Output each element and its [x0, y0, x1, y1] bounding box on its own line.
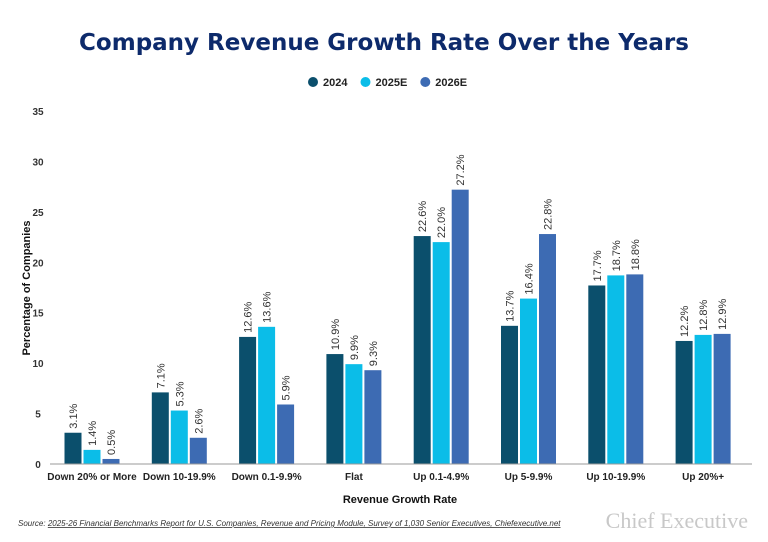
y-tick-label: 20	[32, 258, 44, 269]
bar	[713, 333, 731, 464]
chart-title: Company Revenue Growth Rate Over the Yea…	[79, 30, 689, 56]
legend-label: 2024	[323, 77, 348, 89]
x-tick-label: Up 20%+	[682, 472, 724, 483]
bar	[151, 392, 169, 464]
bar	[694, 334, 712, 464]
x-tick-label: Up 10-19.9%	[586, 472, 645, 483]
source-link[interactable]: 2025-26 Financial Benchmarks Report for …	[47, 519, 561, 528]
data-label: 7.1%	[155, 363, 167, 388]
data-label: 27.2%	[455, 154, 467, 185]
x-tick-label: Down 20% or More	[47, 472, 137, 483]
bar	[258, 326, 276, 464]
data-label: 2.6%	[193, 408, 205, 433]
x-tick-label: Down 0.1-9.9%	[232, 472, 302, 483]
y-tick-label: 30	[32, 157, 44, 168]
legend-swatch	[308, 77, 318, 87]
data-label: 3.1%	[68, 403, 80, 428]
y-tick-label: 10	[32, 359, 44, 370]
data-label: 16.4%	[524, 263, 536, 294]
data-label: 10.9%	[330, 319, 342, 350]
legend-label: 2026E	[435, 77, 467, 89]
data-label: 22.0%	[436, 207, 448, 238]
data-label: 12.8%	[698, 299, 710, 330]
data-label: 12.2%	[679, 306, 691, 337]
data-label: 22.6%	[417, 201, 429, 232]
source-note: Source: 2025-26 Financial Benchmarks Rep…	[18, 519, 561, 528]
data-label: 0.5%	[106, 430, 118, 455]
bar	[626, 274, 644, 464]
bar	[64, 432, 82, 464]
data-label: 13.7%	[505, 290, 517, 321]
x-tick-label: Flat	[345, 472, 363, 483]
bar	[102, 458, 120, 464]
bar	[345, 364, 363, 464]
data-label: 12.6%	[243, 302, 255, 333]
data-label: 5.9%	[281, 375, 293, 400]
data-label: 22.8%	[543, 199, 555, 230]
x-tick-label: Up 5-9.9%	[505, 472, 553, 483]
data-label: 9.9%	[349, 335, 361, 360]
bar	[451, 189, 469, 464]
bar	[588, 285, 606, 464]
bar	[326, 354, 344, 464]
x-axis: Down 20% or More Down 10-19.9% Down 0.1-9.…	[47, 472, 724, 483]
x-tick-label: Down 10-19.9%	[143, 472, 216, 483]
data-label: 13.6%	[262, 291, 274, 322]
bar	[364, 370, 382, 464]
legend-label: 2025E	[375, 77, 407, 89]
bar	[170, 410, 188, 464]
bar	[432, 242, 450, 464]
y-axis: 0 5 10 15 20 25 30 35	[32, 107, 44, 471]
x-tick-label: Up 0.1-4.9%	[413, 472, 469, 483]
data-label: 18.7%	[611, 240, 623, 271]
bar	[501, 325, 518, 464]
data-label: 17.7%	[592, 250, 604, 281]
source-prefix: Source:	[18, 519, 46, 528]
bar	[675, 340, 693, 464]
data-label: 12.9%	[717, 298, 729, 329]
y-tick-label: 5	[35, 410, 41, 421]
y-tick-label: 15	[32, 309, 44, 320]
y-axis-label: Percentage of Companies	[21, 220, 33, 355]
x-axis-label: Revenue Growth Rate	[343, 494, 457, 506]
y-tick-label: 25	[32, 208, 44, 219]
bar	[83, 449, 101, 464]
legend-swatch	[360, 77, 371, 87]
bar	[607, 275, 625, 464]
legend: 2024 2025E 2026E	[308, 77, 467, 89]
data-label: 5.3%	[174, 381, 186, 406]
bar	[239, 336, 257, 464]
bar	[277, 404, 295, 464]
bar	[189, 437, 207, 464]
bar	[413, 236, 431, 464]
data-label: 1.4%	[87, 421, 99, 446]
y-tick-label: 0	[35, 460, 41, 471]
bar	[520, 298, 537, 464]
bar	[539, 234, 556, 464]
chief-executive-logo: Chief Executive	[606, 508, 748, 533]
data-label: 18.8%	[630, 239, 642, 270]
bars: 3.1% 1.4% 0.5% 7.1% 5.3% 2.6% 12.6% 13.6% 5.9% 10…	[64, 154, 731, 464]
legend-swatch	[420, 77, 431, 87]
data-label: 9.3%	[368, 341, 380, 366]
y-tick-label: 35	[32, 107, 44, 118]
